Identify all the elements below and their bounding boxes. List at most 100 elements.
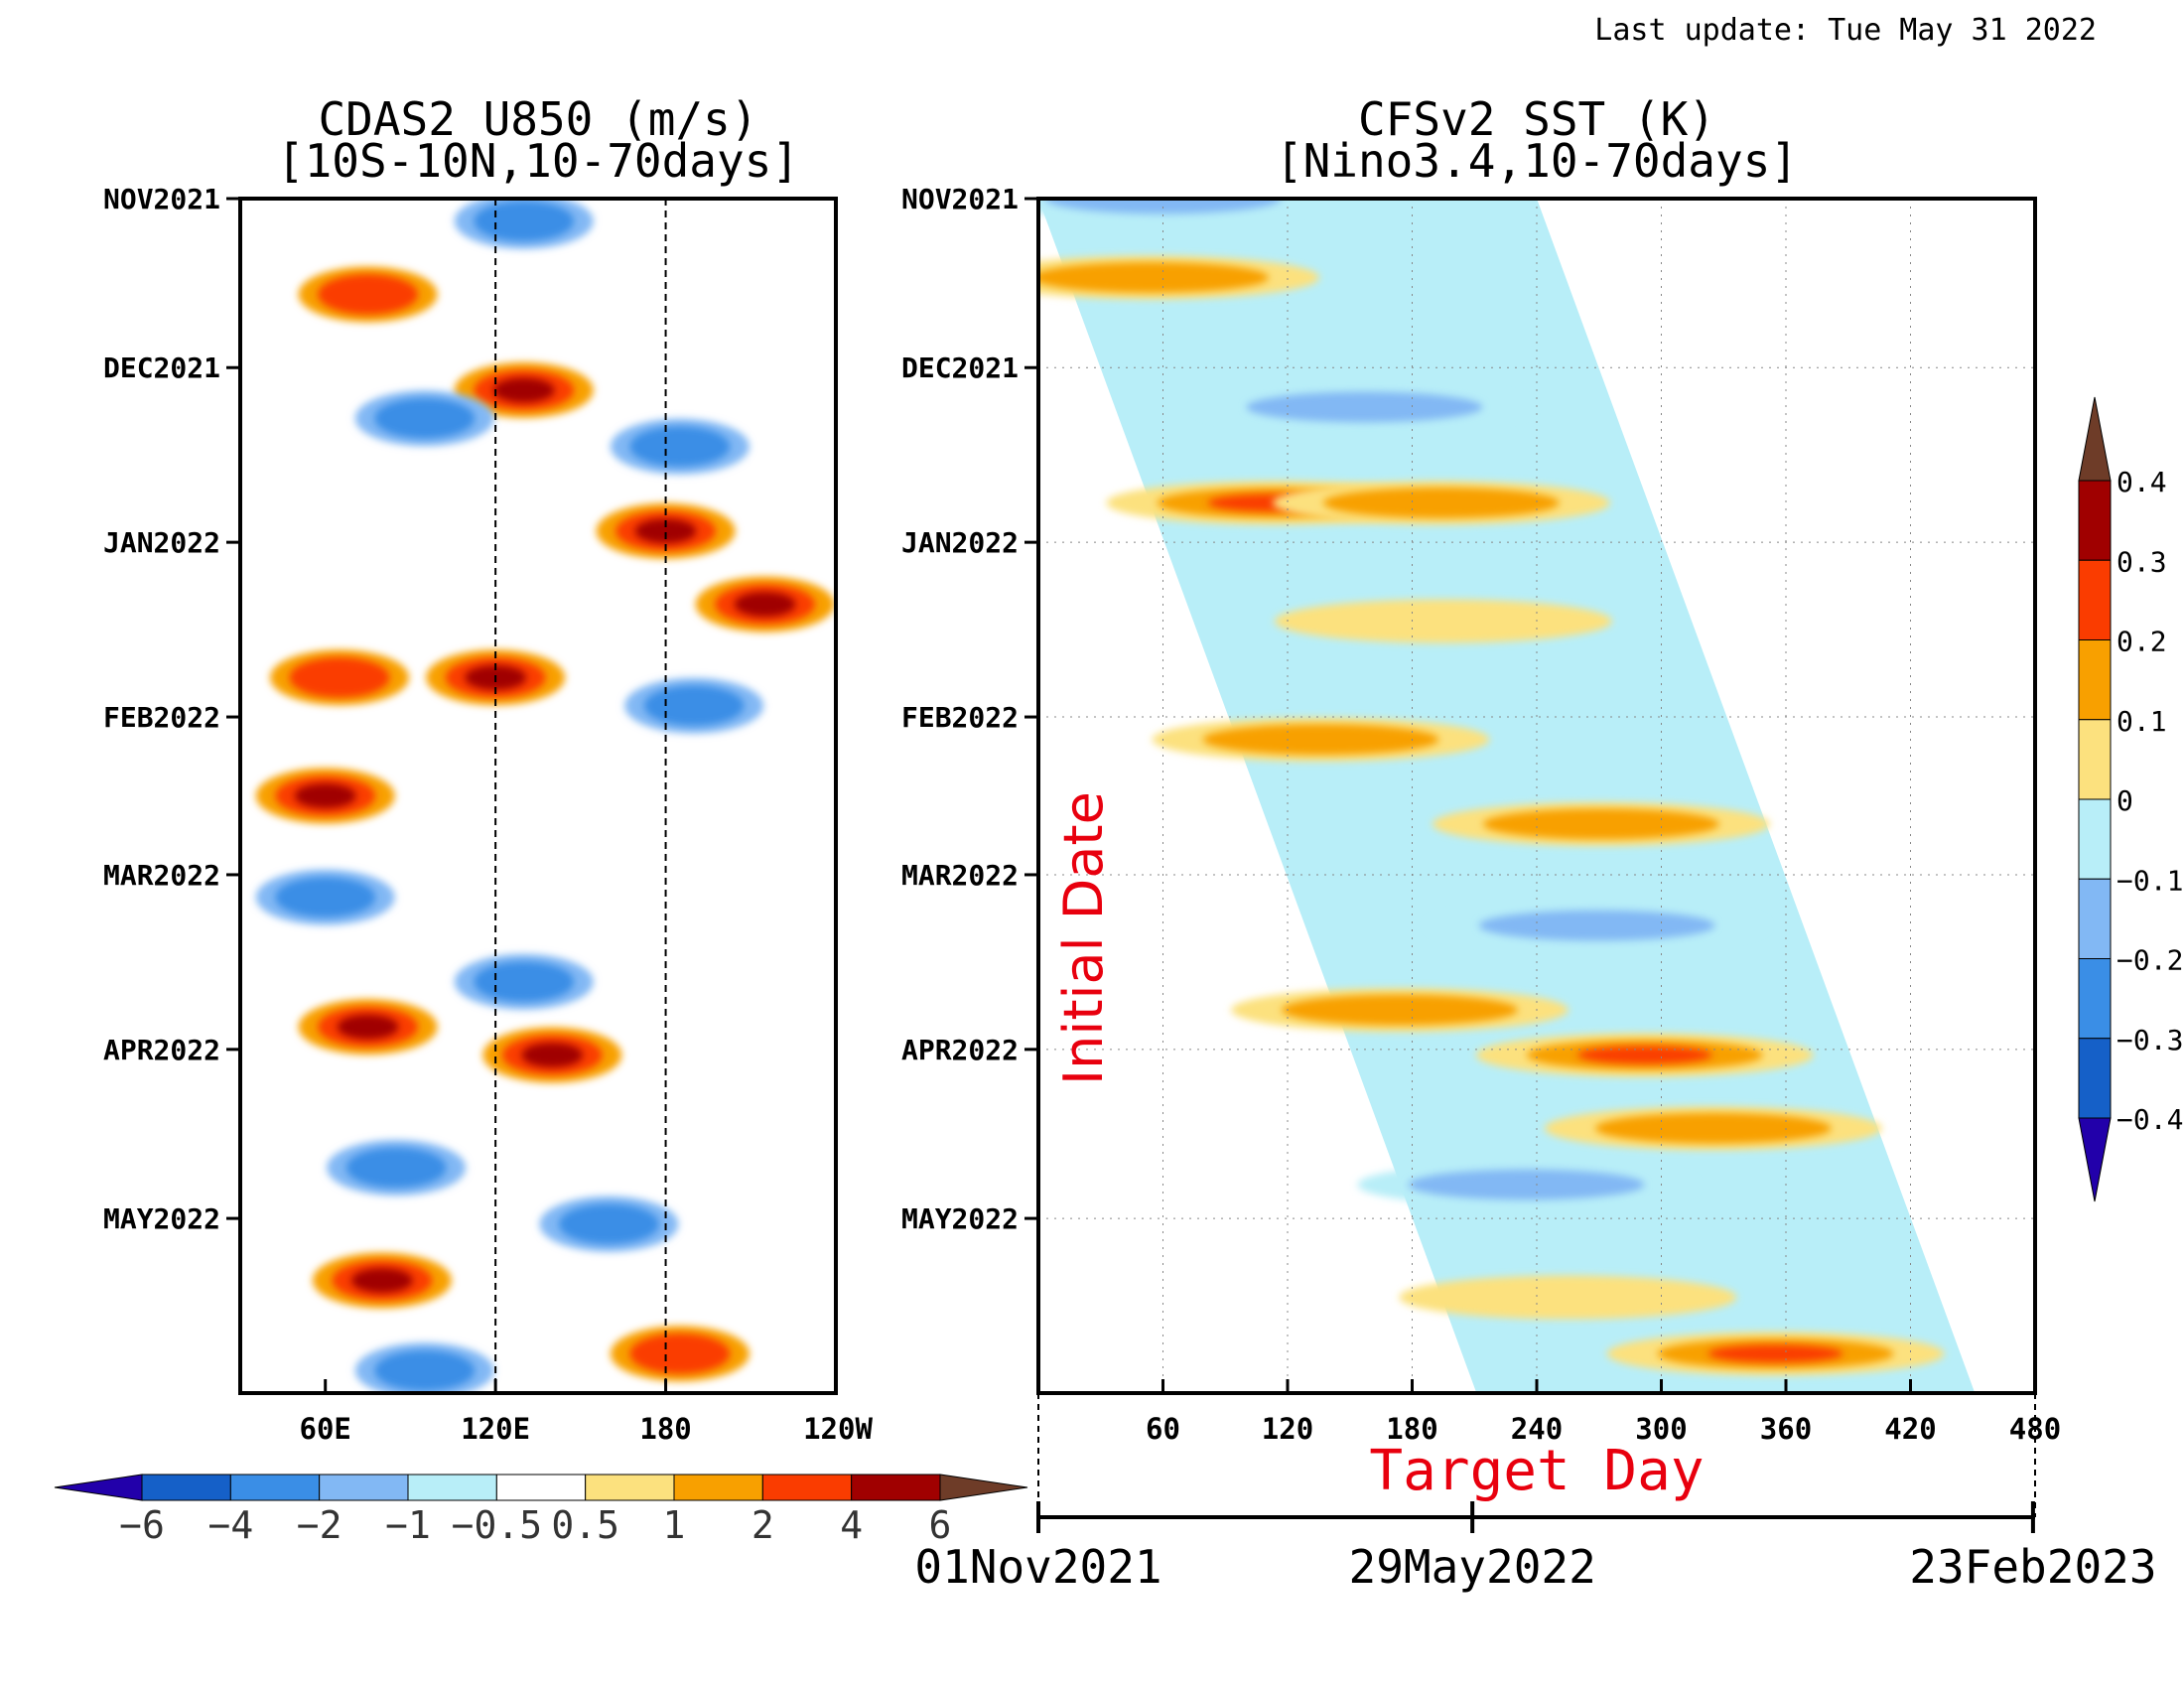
sst-title: CFSv2 SST (K) xyxy=(1358,92,1715,146)
u850-anomaly xyxy=(474,961,575,1002)
sst-colorbar-label: −0.1 xyxy=(2116,864,2183,897)
u850-colorbar-label: 2 xyxy=(751,1503,774,1547)
u850-y-tick-label: MAY2022 xyxy=(103,1202,220,1235)
sst-colorbar-segment xyxy=(2078,878,2112,959)
u850-colorbar-label: −2 xyxy=(297,1503,342,1547)
sst-ylabel: Initial Date xyxy=(1052,791,1115,1085)
u850-anomaly xyxy=(351,1268,413,1293)
sst-field xyxy=(1038,199,1976,1393)
u850-colorbar-segment xyxy=(851,1474,941,1501)
u850-anomaly xyxy=(521,1043,584,1067)
sst-anomaly xyxy=(1274,599,1612,643)
sst-colorbar-label: 0.1 xyxy=(2116,705,2167,738)
u850-colorbar-label: −6 xyxy=(119,1503,165,1547)
u850-colorbar-low-arrow xyxy=(54,1474,143,1501)
u850-anomaly xyxy=(318,274,418,315)
u850-anomaly xyxy=(734,592,796,617)
u850-colorbar-label: 0.5 xyxy=(551,1503,619,1547)
sst-y-tick-label: DEC2021 xyxy=(901,352,1019,384)
u850-colorbar-segment xyxy=(229,1474,321,1501)
u850-field xyxy=(255,199,835,1393)
u850-colorbar-label: −1 xyxy=(385,1503,431,1547)
u850-x-tick-label: 180 xyxy=(639,1412,691,1446)
sst-colorbar-segment xyxy=(2078,719,2112,800)
u850-y-tick-label: DEC2021 xyxy=(103,352,220,384)
sst-anomaly xyxy=(1594,1112,1832,1144)
u850-colorbar-label: −0.5 xyxy=(452,1503,543,1547)
u850-anomaly xyxy=(374,1350,476,1391)
u850-anomaly xyxy=(294,783,356,808)
sst-y-axis: NOV2021 DEC2021 JAN2022 FEB2022 MAR2022 APR20… xyxy=(901,183,1038,1235)
sst-anomaly xyxy=(1202,724,1439,756)
u850-colorbar-segment xyxy=(585,1474,675,1501)
date-axis-label: 29May2022 xyxy=(1349,1540,1596,1594)
sst-xlabel: Target Day xyxy=(1369,1439,1704,1503)
u850-y-tick-label: MAR2022 xyxy=(103,859,220,892)
u850-colorbar-segment xyxy=(495,1474,587,1501)
sst-anomaly xyxy=(1246,391,1483,423)
sst-x-tick-label: 60 xyxy=(1146,1412,1180,1446)
u850-y-tick-label: JAN2022 xyxy=(103,526,220,559)
sst-colorbar-segment xyxy=(2078,639,2112,721)
sst-y-tick-label: NOV2021 xyxy=(901,183,1019,215)
sst-x-tick-label: 360 xyxy=(1760,1412,1812,1446)
sst-colorbar-segment xyxy=(2078,1038,2112,1119)
date-axis-label: 01Nov2021 xyxy=(914,1540,1161,1594)
sst-x-axis: 60 120 180 240 300 360 420 480 xyxy=(1146,1379,2061,1446)
u850-x-axis: 60E 120E 180 120W xyxy=(300,1379,873,1446)
u850-x-tick-label: 120E xyxy=(461,1412,530,1446)
sst-anomaly xyxy=(1044,199,1282,214)
sst-anomaly xyxy=(1322,488,1560,518)
u850-anomaly xyxy=(337,1014,399,1040)
u850-colorbar-label: 6 xyxy=(929,1503,952,1547)
u850-colorbar-label: 1 xyxy=(663,1503,686,1547)
sst-colorbar-segment xyxy=(2078,480,2112,561)
sst-anomaly xyxy=(1399,1275,1737,1320)
sst-colorbar-label: −0.3 xyxy=(2116,1024,2183,1056)
u850-anomaly xyxy=(643,685,745,726)
u850-colorbar-segment xyxy=(761,1474,853,1501)
sst-anomaly xyxy=(1576,1046,1712,1064)
u850-y-tick-label: APR2022 xyxy=(103,1034,220,1066)
u850-panel: CDAS2 U850 (m/s) [10S-10N,10-70days] NOV… xyxy=(54,92,1028,1547)
u850-colorbar-high-arrow xyxy=(939,1474,1028,1501)
u850-colorbar-segment xyxy=(141,1474,231,1501)
u850-anomaly xyxy=(559,1203,659,1244)
sst-colorbar: −0.4 −0.3 −0.2 −0.1 0 0.1 0.2 0.3 0.4 xyxy=(2078,396,2183,1202)
u850-reference-lines xyxy=(494,199,667,1393)
sst-y-tick-label: FEB2022 xyxy=(901,701,1019,734)
u850-anomaly xyxy=(289,657,390,698)
sst-colorbar-label: 0.2 xyxy=(2116,626,2167,658)
sst-colorbar-segment xyxy=(2078,958,2112,1040)
u850-colorbar-label: 4 xyxy=(840,1503,863,1547)
sst-colorbar-high-arrow xyxy=(2078,396,2112,482)
sst-y-tick-label: MAR2022 xyxy=(901,859,1019,892)
u850-anomaly xyxy=(374,398,476,439)
u850-colorbar-label: −4 xyxy=(207,1503,253,1547)
u850-anomaly xyxy=(474,201,575,241)
sst-colorbar-label: −0.4 xyxy=(2116,1103,2183,1136)
u850-anomaly xyxy=(275,877,376,917)
sst-colorbar-label: −0.2 xyxy=(2116,944,2183,977)
last-update: Last update: Tue May 31 2022 xyxy=(1594,13,2097,48)
u850-colorbar-segment xyxy=(673,1474,763,1501)
u850-anomaly xyxy=(629,1334,731,1374)
u850-colorbar-segment xyxy=(319,1474,409,1501)
sst-colorbar-segment xyxy=(2078,798,2112,880)
u850-x-tick-label: 60E xyxy=(300,1412,351,1446)
u850-subtitle: [10S-10N,10-70days] xyxy=(277,134,799,188)
sst-colorbar-label: 0.4 xyxy=(2116,466,2167,498)
sst-subtitle: [Nino3.4,10-70days] xyxy=(1276,134,1798,188)
sst-x-tick-label: 420 xyxy=(1884,1412,1936,1446)
u850-title: CDAS2 U850 (m/s) xyxy=(318,92,757,146)
sst-anomaly xyxy=(1482,808,1719,840)
sst-anomaly xyxy=(1707,1344,1843,1363)
u850-anomaly xyxy=(345,1147,447,1189)
sst-colorbar-low-arrow xyxy=(2078,1117,2112,1202)
u850-colorbar: −6 −4 −2 −1 −0.5 0.5 1 2 4 6 xyxy=(54,1474,1028,1547)
u850-anomaly xyxy=(634,518,697,544)
sst-colorbar-segment xyxy=(2078,559,2112,640)
sst-colorbar-label: 0.3 xyxy=(2116,545,2167,578)
sst-anomaly xyxy=(1478,910,1715,941)
